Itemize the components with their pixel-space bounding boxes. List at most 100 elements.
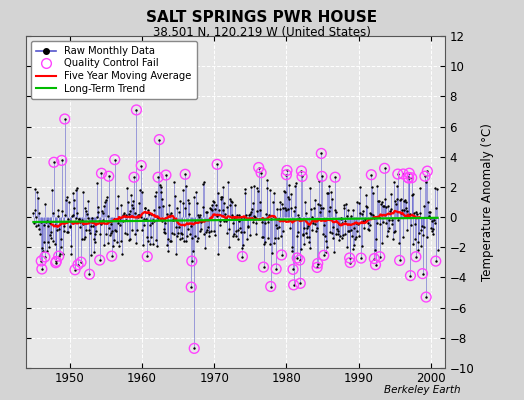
Point [70,197,78,203]
Point [397,196,405,202]
Point [220,218,228,224]
Point [97,170,106,176]
Point [50,241,59,247]
Point [155,136,163,143]
Point [35,226,43,232]
Point [214,251,223,258]
Point [253,207,261,214]
Point [392,200,400,207]
Point [37,218,45,225]
Point [420,202,429,209]
Point [406,272,414,279]
Point [257,218,266,225]
Point [202,209,211,215]
Point [428,218,436,225]
Point [289,282,298,288]
Point [228,233,237,240]
Point [188,258,196,264]
Point [430,216,438,223]
Point [53,207,62,213]
Point [389,229,398,236]
Point [405,170,413,176]
Point [260,239,269,245]
Point [221,210,229,217]
Point [399,171,408,177]
Point [167,238,175,244]
Point [201,245,209,251]
Point [227,198,236,205]
Point [406,211,414,217]
Point [105,225,114,231]
Point [220,200,228,206]
Point [114,193,123,199]
Point [329,223,337,230]
Point [43,239,52,246]
Point [357,255,365,261]
Point [265,212,273,218]
Point [258,234,267,240]
Point [274,234,282,241]
Point [390,179,398,186]
Point [91,239,100,245]
Point [255,216,264,222]
Point [269,190,278,197]
Point [95,257,104,263]
Point [321,249,330,255]
Point [316,202,324,208]
Point [117,238,126,245]
Point [73,210,81,217]
Point [144,207,152,213]
Point [118,251,126,257]
Point [231,201,239,208]
Point [304,223,312,230]
Point [147,211,155,218]
Point [175,209,183,216]
Point [351,236,359,242]
Point [388,217,396,224]
Point [139,242,147,248]
Point [340,202,348,208]
Point [401,199,410,206]
Point [102,197,110,203]
Point [49,238,58,244]
Point [212,202,220,208]
Point [180,238,188,244]
Point [174,224,183,230]
Point [214,190,222,196]
Point [145,210,153,217]
Point [180,205,189,212]
Point [99,210,107,216]
Point [398,234,407,241]
Point [377,201,385,207]
Point [411,236,420,242]
Point [375,197,384,204]
Point [216,222,224,228]
Point [332,231,340,237]
Point [150,206,159,213]
Point [267,283,275,290]
Point [427,225,435,232]
Point [383,233,391,239]
Point [216,196,225,202]
Point [378,203,387,209]
Point [371,247,379,253]
Point [418,270,427,277]
Point [357,255,365,261]
Point [382,220,390,226]
Point [196,219,205,225]
Point [174,230,182,236]
Point [97,221,105,228]
Point [370,255,378,262]
Point [37,258,46,264]
Point [143,253,151,260]
Point [312,225,321,231]
Point [317,150,325,157]
Point [206,204,214,211]
Point [432,258,440,264]
Point [270,240,279,247]
Point [394,216,402,223]
Point [165,201,173,208]
Point [223,204,231,211]
Point [109,242,117,249]
Point [154,174,162,180]
